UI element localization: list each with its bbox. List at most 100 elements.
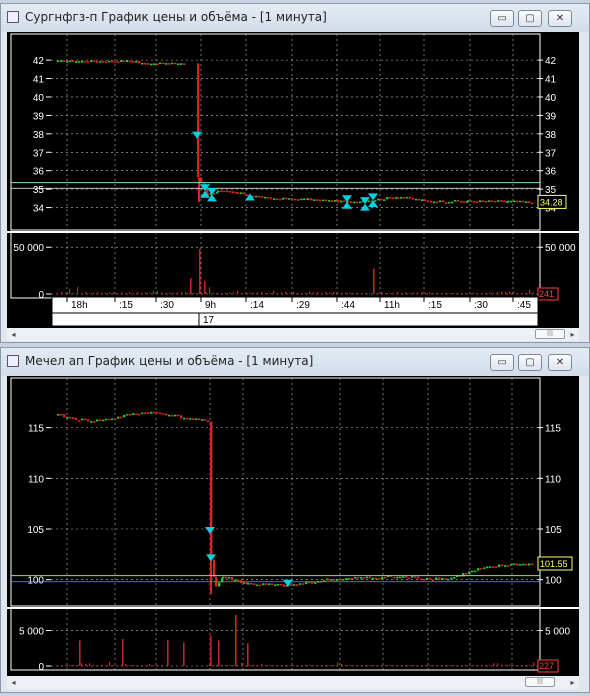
candle (69, 60, 72, 63)
candle (144, 62, 147, 65)
date-label: 17 (203, 315, 215, 326)
candle (408, 577, 411, 580)
candle (323, 580, 326, 582)
candle (240, 192, 243, 194)
time-tick-label: :15 (119, 300, 133, 311)
candle (243, 192, 246, 195)
candle (368, 200, 371, 203)
candle (206, 188, 209, 194)
scroll-left-arrow[interactable]: ◂ (11, 678, 16, 687)
candle (457, 200, 460, 202)
volume-bar (525, 665, 527, 666)
volume-bar (253, 292, 255, 294)
candle (319, 199, 322, 202)
candle (210, 421, 213, 560)
candle (525, 201, 528, 203)
candle (354, 576, 357, 579)
scroll-right-arrow[interactable]: ▸ (570, 330, 575, 339)
candle (442, 200, 445, 203)
candle (267, 196, 270, 199)
volume-bar (269, 293, 271, 294)
price-tick-label-left: 39 (33, 111, 45, 122)
candle (258, 195, 261, 198)
time-tick-label: 11h (384, 300, 400, 311)
volume-bar (213, 665, 215, 666)
volume-bar (167, 639, 169, 666)
candle (498, 564, 501, 568)
candle (243, 582, 246, 584)
candle (448, 201, 451, 204)
volume-bar (349, 293, 351, 294)
chart-area[interactable]: 115 115 110 110 105 105 100 100 5 000 5 000 0 101.5… (7, 376, 579, 676)
candle (84, 60, 87, 63)
candle (330, 579, 333, 581)
volume-bar (405, 292, 407, 294)
volume-pane (10, 231, 541, 299)
volume-bar (105, 665, 107, 666)
candle (374, 200, 377, 202)
volume-bar (204, 280, 206, 294)
scroll-right-arrow[interactable]: ▸ (570, 678, 575, 687)
chart-area[interactable]: 42 42 41 41 40 40 39 39 38 38 37 37 36 36 35 35 34 34 50 0… (7, 32, 579, 328)
volume-bar (521, 293, 523, 294)
candle (384, 576, 387, 579)
volume-bar (77, 665, 79, 666)
volume-bar (409, 665, 411, 666)
volume-bar (373, 665, 375, 666)
candle (453, 577, 456, 579)
volume-bar (209, 287, 211, 294)
scroll-thumb[interactable]: ||| (525, 677, 555, 687)
horizontal-scrollbar[interactable]: ◂ ||| ▸ (7, 676, 579, 689)
price-tick-label-left: 115 (28, 424, 44, 435)
candle (114, 61, 117, 63)
volume-bar (125, 293, 127, 294)
close-button[interactable]: ✕ (548, 10, 572, 27)
candle (476, 201, 479, 204)
candle (465, 573, 468, 575)
price-volume-chart[interactable]: 115 115 110 110 105 105 100 100 5 000 5 000 0 101.5… (7, 376, 579, 676)
price-volume-chart[interactable]: 42 42 41 41 40 40 39 39 38 38 37 37 36 36 35 35 34 34 50 0… (7, 32, 579, 328)
title-bar[interactable]: Мечел ап График цены и объёма - [1 минут… (1, 348, 589, 376)
minimize-button[interactable]: ▭ (490, 354, 514, 371)
maximize-button[interactable]: ▢ (518, 10, 542, 27)
candle (290, 584, 293, 586)
candle (81, 418, 84, 421)
time-tick-label: 9h (205, 300, 216, 311)
volume-bar (249, 664, 251, 666)
volume-bar (461, 293, 463, 294)
candle (168, 414, 171, 417)
candle (293, 584, 296, 586)
volume-bar (441, 665, 443, 666)
volume-bar (481, 664, 483, 666)
volume-bar (433, 293, 435, 294)
candle (261, 196, 264, 198)
close-button[interactable]: ✕ (548, 354, 572, 371)
title-bar[interactable]: Сургнфгз-п График цены и объёма - [1 мин… (1, 4, 589, 32)
candle (90, 421, 93, 423)
volume-bar (301, 665, 303, 666)
candle (519, 564, 522, 566)
scroll-thumb[interactable]: ||| (535, 329, 565, 339)
candle (510, 564, 513, 566)
volume-bar (105, 292, 107, 294)
candle (108, 418, 111, 421)
volume-bar (373, 268, 375, 294)
volume-bar (253, 664, 255, 666)
volume-bar (241, 293, 243, 294)
volume-bar (177, 292, 179, 294)
candle (138, 413, 141, 416)
volume-tick-label-left: 5 000 (19, 626, 44, 637)
maximize-button[interactable]: ▢ (518, 354, 542, 371)
volume-bar (457, 665, 459, 666)
horizontal-scrollbar[interactable]: ◂ ||| ▸ (7, 328, 579, 341)
sell-marker-icon (206, 554, 216, 562)
minimize-button[interactable]: ▭ (490, 10, 514, 27)
volume-bar (141, 665, 143, 666)
volume-bar (57, 293, 59, 294)
volume-bar (413, 665, 415, 666)
candle (328, 200, 331, 202)
scroll-left-arrow[interactable]: ◂ (11, 330, 16, 339)
time-tick-label: :45 (517, 300, 531, 311)
volume-bar (141, 293, 143, 294)
candle (397, 197, 400, 199)
